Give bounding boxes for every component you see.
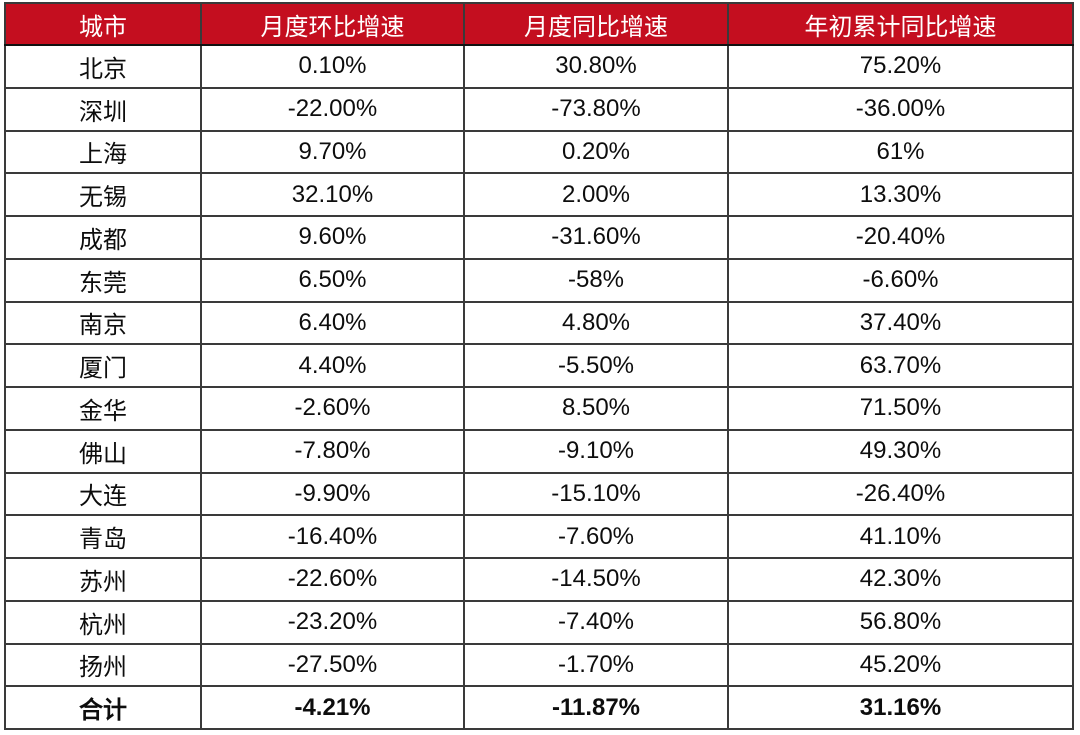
- yoy-growth-cell: -9.10%: [463, 428, 729, 474]
- ytd-growth-cell: 56.80%: [727, 599, 1074, 645]
- column-header-ytd-growth: 年初累计同比增速: [727, 2, 1074, 46]
- mom-growth-cell: -23.20%: [200, 599, 465, 645]
- city-cell: 大连: [4, 471, 202, 517]
- yoy-growth-cell: 8.50%: [463, 386, 729, 431]
- yoy-growth-cell: -7.40%: [463, 599, 729, 645]
- ytd-growth-cell: 42.30%: [727, 557, 1074, 602]
- mom-growth-cell: 4.40%: [200, 343, 465, 388]
- table-row: 上海 9.70% 0.20% 61%: [4, 129, 1074, 175]
- mom-growth-cell: -22.60%: [200, 557, 465, 602]
- ytd-growth-cell: 37.40%: [727, 300, 1074, 346]
- table-row: 成都 9.60% -31.60% -20.40%: [4, 215, 1074, 260]
- table-row: 北京 0.10% 30.80% 75.20%: [4, 44, 1074, 89]
- mom-growth-cell: -9.90%: [200, 471, 465, 517]
- mom-growth-cell: -4.21%: [200, 685, 465, 730]
- table-row: 南京 6.40% 4.80% 37.40%: [4, 300, 1074, 346]
- total-row: 合计 -4.21% -11.87% 31.16%: [4, 685, 1074, 730]
- ytd-growth-cell: 63.70%: [727, 343, 1074, 388]
- yoy-growth-cell: -14.50%: [463, 557, 729, 602]
- city-cell: 青岛: [4, 514, 202, 559]
- yoy-growth-cell: -5.50%: [463, 343, 729, 388]
- ytd-growth-cell: -20.40%: [727, 215, 1074, 260]
- city-cell: 深圳: [4, 86, 202, 132]
- ytd-growth-cell: -26.40%: [727, 471, 1074, 517]
- mom-growth-cell: 6.40%: [200, 300, 465, 346]
- yoy-growth-cell: 2.00%: [463, 172, 729, 217]
- ytd-growth-cell: 41.10%: [727, 514, 1074, 559]
- city-cell: 扬州: [4, 642, 202, 688]
- table-row: 杭州 -23.20% -7.40% 56.80%: [4, 599, 1074, 645]
- table-row: 佛山 -7.80% -9.10% 49.30%: [4, 428, 1074, 474]
- header-row: 城市 月度环比增速 月度同比增速 年初累计同比增速: [4, 2, 1074, 46]
- mom-growth-cell: -16.40%: [200, 514, 465, 559]
- ytd-growth-cell: 31.16%: [727, 685, 1074, 730]
- mom-growth-cell: -2.60%: [200, 386, 465, 431]
- table-header: 城市 月度环比增速 月度同比增速 年初累计同比增速: [4, 2, 1074, 46]
- yoy-growth-cell: -31.60%: [463, 215, 729, 260]
- table-row: 厦门 4.40% -5.50% 63.70%: [4, 343, 1074, 388]
- mom-growth-cell: 32.10%: [200, 172, 465, 217]
- city-cell: 上海: [4, 129, 202, 175]
- city-cell: 厦门: [4, 343, 202, 388]
- table-row: 青岛 -16.40% -7.60% 41.10%: [4, 514, 1074, 559]
- yoy-growth-cell: -15.10%: [463, 471, 729, 517]
- city-cell: 苏州: [4, 557, 202, 602]
- table-row: 深圳 -22.00% -73.80% -36.00%: [4, 86, 1074, 132]
- city-cell: 南京: [4, 300, 202, 346]
- table-row: 金华 -2.60% 8.50% 71.50%: [4, 386, 1074, 431]
- mom-growth-cell: 9.70%: [200, 129, 465, 175]
- ytd-growth-cell: 45.20%: [727, 642, 1074, 688]
- mom-growth-cell: -27.50%: [200, 642, 465, 688]
- ytd-growth-cell: 71.50%: [727, 386, 1074, 431]
- city-cell: 成都: [4, 215, 202, 260]
- city-cell: 北京: [4, 44, 202, 89]
- city-cell: 无锡: [4, 172, 202, 217]
- city-cell: 东莞: [4, 257, 202, 303]
- yoy-growth-cell: 0.20%: [463, 129, 729, 175]
- city-cell: 佛山: [4, 428, 202, 474]
- column-header-yoy-growth: 月度同比增速: [463, 2, 729, 46]
- yoy-growth-cell: -7.60%: [463, 514, 729, 559]
- ytd-growth-cell: 75.20%: [727, 44, 1074, 89]
- ytd-growth-cell: 49.30%: [727, 428, 1074, 474]
- mom-growth-cell: 9.60%: [200, 215, 465, 260]
- column-header-mom-growth: 月度环比增速: [200, 2, 465, 46]
- yoy-growth-cell: -1.70%: [463, 642, 729, 688]
- city-cell: 金华: [4, 386, 202, 431]
- mom-growth-cell: -7.80%: [200, 428, 465, 474]
- table-row: 大连 -9.90% -15.10% -26.40%: [4, 471, 1074, 517]
- ytd-growth-cell: 13.30%: [727, 172, 1074, 217]
- city-cell: 合计: [4, 685, 202, 730]
- table-row: 无锡 32.10% 2.00% 13.30%: [4, 172, 1074, 217]
- yoy-growth-cell: 4.80%: [463, 300, 729, 346]
- mom-growth-cell: -22.00%: [200, 86, 465, 132]
- column-header-city: 城市: [4, 2, 202, 46]
- table-row: 东莞 6.50% -58% -6.60%: [4, 257, 1074, 303]
- mom-growth-cell: 0.10%: [200, 44, 465, 89]
- table-row: 苏州 -22.60% -14.50% 42.30%: [4, 557, 1074, 602]
- city-cell: 杭州: [4, 599, 202, 645]
- table-body: 北京 0.10% 30.80% 75.20% 深圳 -22.00% -73.80% -36.0…: [4, 44, 1074, 730]
- table-row: 扬州 -27.50% -1.70% 45.20%: [4, 642, 1074, 688]
- mom-growth-cell: 6.50%: [200, 257, 465, 303]
- yoy-growth-cell: -73.80%: [463, 86, 729, 132]
- yoy-growth-cell: -58%: [463, 257, 729, 303]
- ytd-growth-cell: -36.00%: [727, 86, 1074, 132]
- ytd-growth-cell: -6.60%: [727, 257, 1074, 303]
- city-growth-table: 城市 月度环比增速 月度同比增速 年初累计同比增速 北京 0.10% 30.80% 7…: [4, 2, 1074, 730]
- yoy-growth-cell: 30.80%: [463, 44, 729, 89]
- yoy-growth-cell: -11.87%: [463, 685, 729, 730]
- ytd-growth-cell: 61%: [727, 129, 1074, 175]
